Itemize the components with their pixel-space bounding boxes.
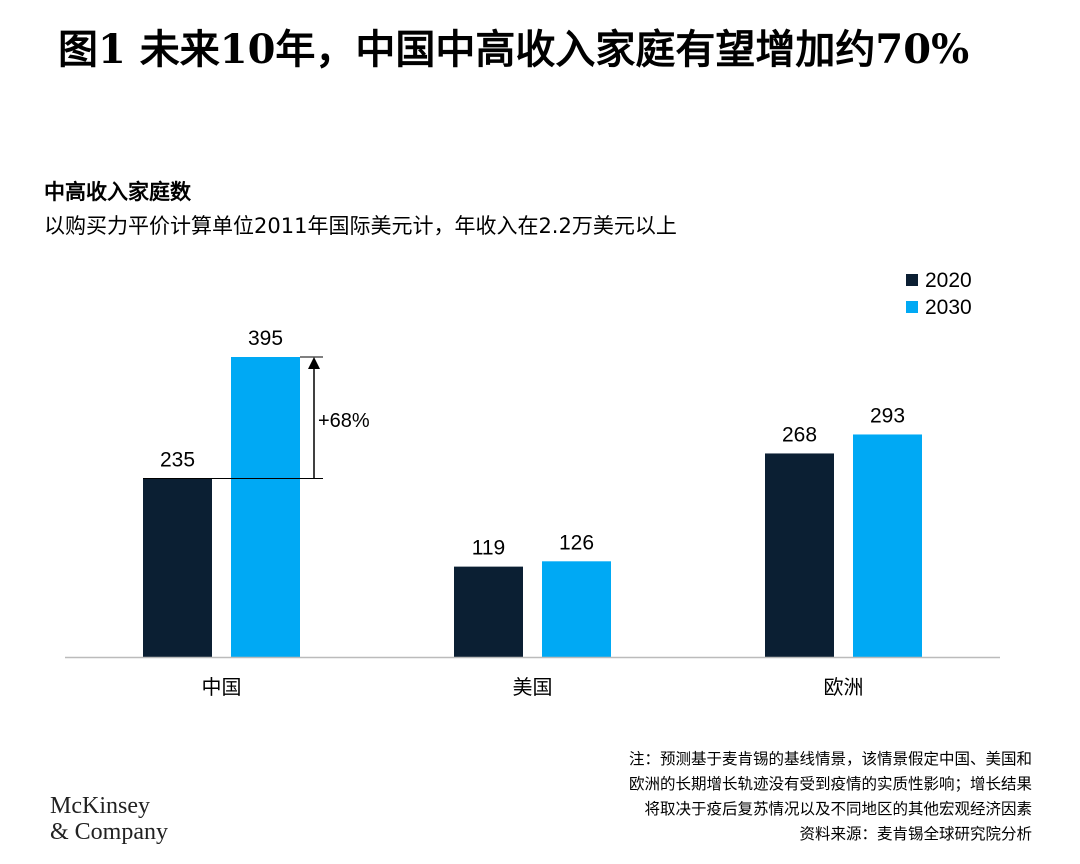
bar-2020 (765, 453, 834, 657)
data-label: 395 (248, 327, 283, 350)
data-label: 268 (782, 423, 817, 446)
source-line: 资料来源：麦肯锡全球研究院分析 (799, 825, 1032, 843)
legend-swatch (906, 301, 918, 313)
x-tick-label: 中国 (202, 675, 242, 699)
annotation-label: +68% (318, 410, 370, 432)
legend-label: 2020 (925, 269, 972, 292)
data-label: 235 (160, 449, 195, 472)
note-line: 注：预测基于麦肯锡的基线情景，该情景假定中国、美国和 (628, 750, 1032, 768)
page-title: 图1 未来10年，中国中高收入家庭有望增加约70% (58, 26, 970, 73)
x-tick-label: 美国 (513, 675, 553, 699)
legend-label: 2030 (925, 296, 972, 319)
bar-2030 (853, 434, 922, 657)
mckinsey-logo: McKinsey & Company (50, 793, 168, 845)
data-label: 126 (559, 531, 594, 554)
bar-2030 (231, 357, 300, 657)
arrow-head-icon (308, 357, 320, 369)
note-line: 欧洲的长期增长轨迹没有受到疫情的实质性影响；增长结果 (628, 775, 1032, 793)
footnote: 注：预测基于麦肯锡的基线情景，该情景假定中国、美国和 欧洲的长期增长轨迹没有受到… (629, 747, 1032, 847)
x-tick-label: 欧洲 (824, 675, 864, 699)
chart-title: 中高收入家庭数 (44, 180, 191, 204)
legend-swatch (906, 274, 918, 286)
logo-line: & Company (50, 819, 168, 845)
logo-line: McKinsey (50, 793, 150, 819)
note-line: 将取决于疫后复苏情况以及不同地区的其他宏观经济因素 (644, 800, 1032, 818)
bar-2030 (542, 561, 611, 657)
bar-2020 (454, 566, 523, 657)
chart-subtitle: 以购买力平价计算单位2011年国际美元计，年收入在2.2万美元以上 (44, 214, 677, 238)
data-label: 293 (870, 404, 905, 427)
data-label: 119 (472, 537, 505, 560)
bar-2020 (143, 478, 212, 657)
